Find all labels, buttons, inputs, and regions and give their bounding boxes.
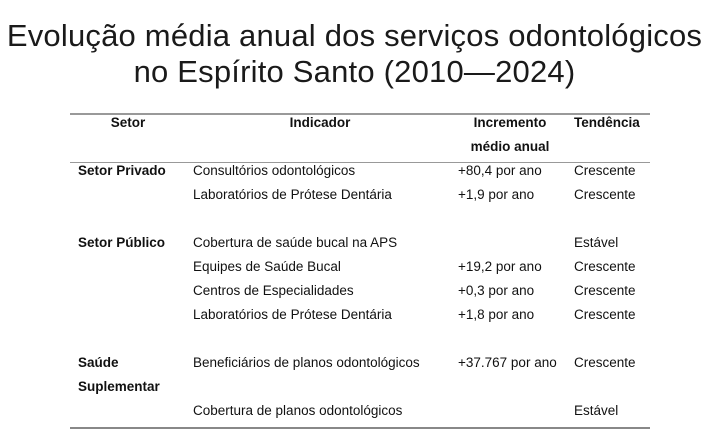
table-top-rule <box>70 113 650 115</box>
cell-indicador: Cobertura de planos odontológicos <box>193 403 403 418</box>
cell-setor: Suplementar <box>78 379 160 394</box>
cell-incremento: +80,4 por ano <box>458 163 542 178</box>
cell-indicador: Cobertura de saúde bucal na APS <box>193 235 398 250</box>
cell-tendencia: Crescente <box>574 163 636 178</box>
cell-indicador: Beneficiários de planos odontológicos <box>193 355 420 370</box>
cell-incremento: +19,2 por ano <box>458 259 542 274</box>
cell-indicador: Equipes de Saúde Bucal <box>193 259 341 274</box>
cell-tendencia: Estável <box>574 403 619 418</box>
cell-incremento: +0,3 por ano <box>458 283 535 298</box>
page-title-line-2: no Espírito Santo (2010—2024) <box>133 54 576 89</box>
cell-tendencia: Crescente <box>574 355 636 370</box>
table-header-rule <box>70 162 650 163</box>
header-incremento-line-2: médio anual <box>470 139 550 154</box>
cell-indicador: Laboratórios de Prótese Dentária <box>193 187 392 202</box>
page-title-line-1: Evolução média anual dos serviços odonto… <box>6 18 703 53</box>
table-bottom-rule <box>70 427 650 429</box>
cell-setor: Setor Privado <box>78 163 166 178</box>
cell-setor: Setor Público <box>78 235 166 250</box>
header-setor: Setor <box>110 115 146 130</box>
cell-tendencia: Crescente <box>574 187 636 202</box>
header-indicador: Indicador <box>289 115 351 130</box>
cell-tendencia: Estável <box>574 235 619 250</box>
cell-tendencia: Crescente <box>574 283 636 298</box>
cell-indicador: Laboratórios de Prótese Dentária <box>193 307 392 322</box>
cell-indicador: Consultórios odontológicos <box>193 163 356 178</box>
header-incremento: Incremento <box>473 115 547 130</box>
cell-incremento: +1,8 por ano <box>458 307 535 322</box>
cell-tendencia: Crescente <box>574 307 636 322</box>
cell-incremento: +37.767 por ano <box>458 355 557 370</box>
cell-setor: Saúde <box>78 355 119 370</box>
header-tendencia: Tendência <box>574 115 640 130</box>
cell-incremento: +1,9 por ano <box>458 187 535 202</box>
cell-tendencia: Crescente <box>574 259 636 274</box>
cell-indicador: Centros de Especialidades <box>193 283 354 298</box>
